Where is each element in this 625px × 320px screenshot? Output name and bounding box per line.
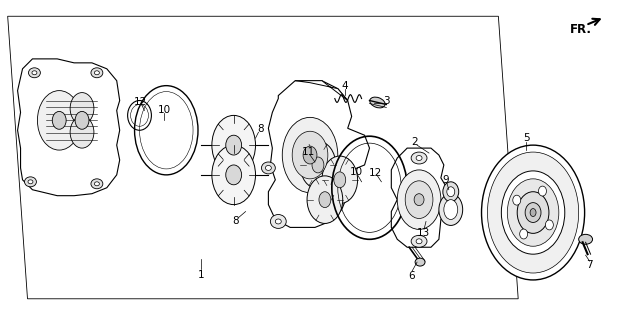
Ellipse shape (481, 145, 584, 280)
Ellipse shape (29, 68, 41, 78)
Ellipse shape (226, 165, 242, 185)
Ellipse shape (212, 145, 256, 204)
Ellipse shape (28, 180, 33, 184)
Text: 10: 10 (350, 167, 363, 177)
Ellipse shape (271, 214, 286, 228)
Ellipse shape (312, 157, 324, 173)
Text: 12: 12 (369, 168, 382, 178)
Ellipse shape (405, 181, 433, 219)
Ellipse shape (334, 172, 346, 188)
Ellipse shape (501, 171, 565, 254)
Ellipse shape (579, 234, 592, 244)
Ellipse shape (282, 117, 338, 193)
Polygon shape (268, 81, 369, 228)
Text: 4: 4 (341, 81, 348, 91)
Ellipse shape (91, 68, 103, 78)
Ellipse shape (24, 177, 36, 187)
Ellipse shape (212, 116, 256, 175)
Ellipse shape (416, 156, 422, 161)
Ellipse shape (411, 235, 427, 247)
Ellipse shape (512, 195, 521, 205)
Ellipse shape (518, 192, 549, 233)
Polygon shape (18, 59, 120, 196)
Ellipse shape (416, 239, 422, 244)
Ellipse shape (539, 186, 546, 196)
Text: FR.: FR. (570, 23, 592, 36)
Text: 3: 3 (383, 96, 389, 106)
Ellipse shape (300, 141, 336, 189)
Ellipse shape (38, 91, 81, 150)
Ellipse shape (32, 71, 37, 75)
Ellipse shape (439, 194, 462, 225)
Ellipse shape (519, 229, 528, 239)
Ellipse shape (276, 219, 281, 224)
Ellipse shape (70, 92, 94, 124)
Polygon shape (391, 148, 447, 247)
Ellipse shape (530, 209, 536, 217)
Text: 12: 12 (134, 97, 147, 107)
Ellipse shape (261, 162, 276, 174)
Ellipse shape (70, 116, 94, 148)
Text: 2: 2 (411, 137, 418, 147)
Ellipse shape (322, 156, 357, 204)
Ellipse shape (226, 135, 242, 155)
Text: 11: 11 (301, 147, 314, 157)
Text: 13: 13 (416, 228, 429, 238)
Ellipse shape (75, 111, 89, 129)
Ellipse shape (443, 182, 459, 202)
Ellipse shape (508, 179, 559, 246)
Ellipse shape (411, 152, 427, 164)
Ellipse shape (91, 179, 103, 189)
Text: 7: 7 (586, 260, 593, 270)
Ellipse shape (292, 131, 328, 179)
Ellipse shape (266, 165, 271, 171)
Text: 8: 8 (232, 216, 239, 227)
Ellipse shape (370, 97, 385, 108)
Ellipse shape (307, 176, 342, 223)
Ellipse shape (415, 258, 425, 266)
Ellipse shape (94, 71, 99, 75)
Ellipse shape (414, 194, 424, 206)
Text: 10: 10 (158, 105, 171, 116)
Text: 5: 5 (523, 133, 529, 143)
Ellipse shape (303, 146, 317, 164)
Polygon shape (295, 81, 348, 100)
Ellipse shape (546, 220, 553, 230)
Ellipse shape (447, 187, 455, 197)
Ellipse shape (488, 152, 579, 273)
Ellipse shape (52, 111, 66, 129)
Text: 9: 9 (442, 175, 449, 185)
Ellipse shape (319, 192, 331, 208)
Text: 8: 8 (257, 124, 264, 134)
Text: 6: 6 (408, 271, 414, 281)
Ellipse shape (94, 182, 99, 186)
Text: 1: 1 (198, 270, 204, 280)
Ellipse shape (444, 200, 458, 220)
Ellipse shape (398, 170, 441, 229)
Ellipse shape (525, 203, 541, 222)
